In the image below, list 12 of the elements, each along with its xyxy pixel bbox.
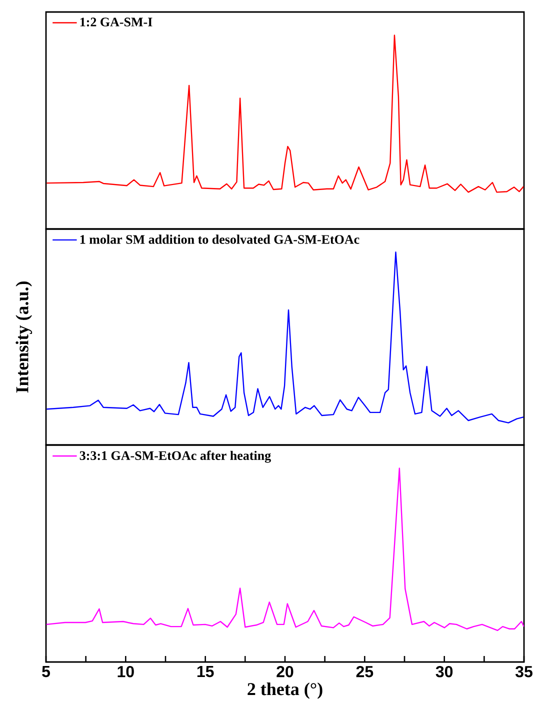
- x-tick-label: 35: [515, 666, 532, 678]
- x-tick-label: 20: [276, 666, 294, 678]
- x-tick-label: 15: [197, 666, 214, 678]
- x-tick-label: 25: [356, 666, 374, 678]
- legend-label: 1:2 GA-SM-I: [80, 18, 152, 26]
- x-tick-label: 30: [436, 666, 453, 678]
- legend-label: 1 molar SM addition to desolvated GA-SM-EtOAc: [80, 234, 360, 244]
- x-axis-title: 2 theta (°): [248, 682, 322, 699]
- x-tick-label: 10: [118, 666, 134, 678]
- legend-label: 3:3:1 GA-SM-EtOAc after heating: [80, 450, 271, 463]
- y-axis-title: Intensity (a.u.): [16, 282, 32, 393]
- x-tick-label: 5: [42, 666, 50, 678]
